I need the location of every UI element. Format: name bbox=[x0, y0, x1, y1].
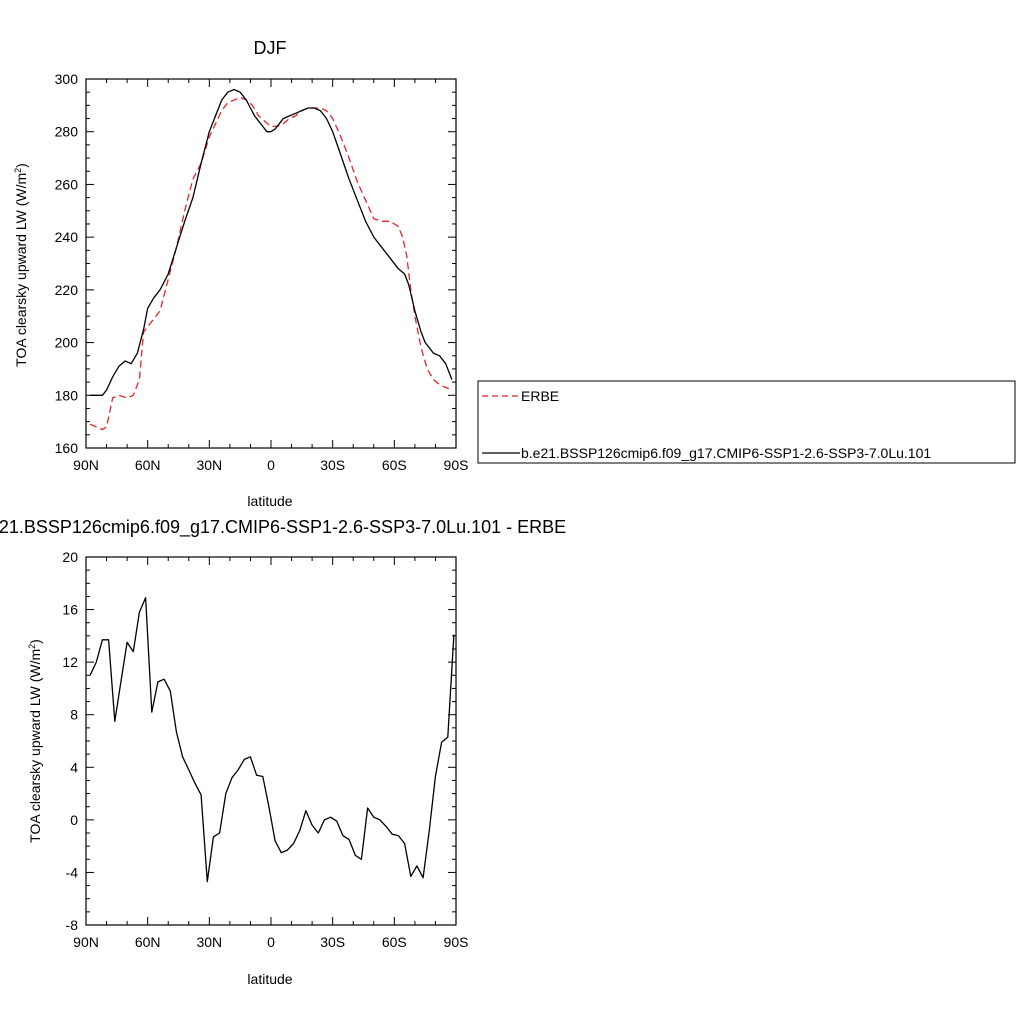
bottom-y-tick-label: 20 bbox=[62, 549, 78, 565]
top-x-tick-label: 90N bbox=[73, 457, 99, 473]
bottom-y-tick-label: -4 bbox=[66, 864, 79, 880]
bottom-y-tick-label: 8 bbox=[70, 707, 78, 723]
top-axis-ticks: 90N 60N 30N 0 30S 60S 90S 160 180 200 220 240 260 280… bbox=[55, 71, 469, 473]
bottom-y-axis-label: TOA clearsky upward LW (W/m2) bbox=[27, 639, 43, 843]
bottom-y-tick-label: -8 bbox=[66, 917, 79, 933]
bottom-y-tick-label: 16 bbox=[62, 602, 78, 618]
bottom-axis-ticks: 90N 60N 30N 0 30S 60S 90S -8 -4 0 4 8 12 16 20 bbox=[62, 549, 468, 950]
bottom-y-tick-label: 4 bbox=[70, 759, 78, 775]
bottom-x-tick-label: 30S bbox=[320, 934, 345, 950]
bottom-series-line-difference bbox=[89, 597, 455, 883]
top-x-tick-label: 30S bbox=[320, 457, 345, 473]
bottom-x-axis-label: latitude bbox=[247, 971, 292, 987]
top-y-tick-label: 240 bbox=[55, 229, 79, 245]
bottom-y-tick-label: 0 bbox=[70, 812, 78, 828]
bottom-x-tick-label: 60N bbox=[135, 934, 161, 950]
bottom-y-axis-label-main: TOA clearsky upward LW (W/m bbox=[27, 649, 43, 843]
top-y-axis-label: TOA clearsky upward LW (W/m2) bbox=[13, 163, 29, 367]
legend-erbe-label: ERBE bbox=[521, 388, 559, 404]
legend: ERBE b.e21.BSSP126cmip6.f09_g17.CMIP6-SS… bbox=[477, 380, 1016, 464]
bottom-x-tick-label: 60S bbox=[382, 934, 407, 950]
bottom-axis-frame bbox=[85, 556, 457, 926]
legend-box bbox=[477, 380, 1016, 464]
top-panel: DJF 90N 60N 30N 0 30S 60S 90S 160 180 200 220 240 26… bbox=[13, 38, 468, 509]
bottom-x-tick-label: 90N bbox=[73, 934, 99, 950]
top-y-tick-label: 300 bbox=[55, 71, 79, 87]
top-y-axis-label-sup: 2 bbox=[13, 168, 23, 173]
bottom-y-axis-label-end: ) bbox=[27, 639, 43, 644]
top-y-tick-label: 180 bbox=[55, 387, 79, 403]
top-x-tick-label: 90S bbox=[444, 457, 469, 473]
top-y-axis-label-end: ) bbox=[13, 163, 29, 168]
bottom-series-group bbox=[89, 597, 455, 883]
top-series-line-model bbox=[90, 88, 453, 396]
top-plot-frame bbox=[85, 78, 457, 449]
top-y-tick-label: 260 bbox=[55, 176, 79, 192]
top-x-tick-label: 0 bbox=[267, 457, 275, 473]
top-series-line-erbe bbox=[89, 96, 453, 431]
top-x-axis-label: latitude bbox=[247, 493, 292, 509]
legend-model-label: b.e21.BSSP126cmip6.f09_g17.CMIP6-SSP1-2.… bbox=[521, 445, 931, 461]
top-y-tick-label: 220 bbox=[55, 282, 79, 298]
top-x-tick-label: 60S bbox=[382, 457, 407, 473]
top-y-tick-label: 200 bbox=[55, 335, 79, 351]
top-series-group bbox=[89, 88, 453, 431]
top-y-tick-label: 160 bbox=[55, 440, 79, 456]
bottom-y-tick-label: 12 bbox=[62, 654, 78, 670]
bottom-x-tick-label: 90S bbox=[444, 934, 469, 950]
bottom-x-tick-label: 30N bbox=[196, 934, 222, 950]
top-chart-title: DJF bbox=[254, 38, 287, 58]
top-x-tick-label: 60N bbox=[135, 457, 161, 473]
top-y-tick-label: 280 bbox=[55, 124, 79, 140]
bottom-chart-title: b.e21.BSSP126cmip6.f09_g17.CMIP6-SSP1-2.… bbox=[0, 517, 566, 538]
bottom-x-tick-label: 0 bbox=[267, 934, 275, 950]
top-y-axis-label-main: TOA clearsky upward LW (W/m bbox=[13, 173, 29, 367]
top-x-tick-label: 30N bbox=[196, 457, 222, 473]
bottom-panel: b.e21.BSSP126cmip6.f09_g17.CMIP6-SSP1-2.… bbox=[0, 517, 566, 987]
top-axis-frame bbox=[85, 78, 457, 449]
bottom-y-axis-label-sup: 2 bbox=[27, 644, 37, 649]
bottom-plot-frame bbox=[85, 556, 457, 926]
